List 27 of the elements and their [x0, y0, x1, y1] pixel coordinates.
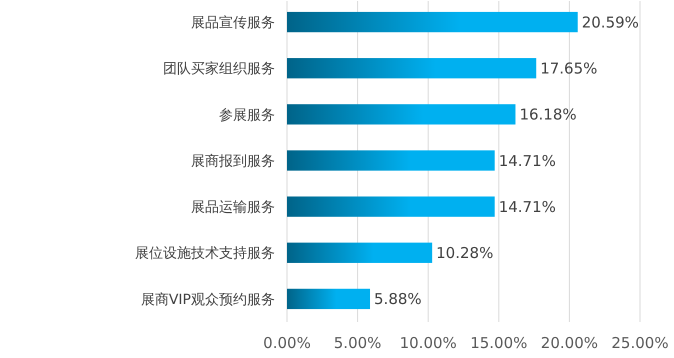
- y-tick-label: 展商报到服务: [191, 153, 275, 170]
- y-tick-label: 展品运输服务: [191, 200, 275, 216]
- y-tick-label: 展品宣传服务: [191, 14, 275, 31]
- x-tick-label: 10.00%: [400, 334, 457, 352]
- data-label: 14.71%: [498, 152, 556, 170]
- data-label: 10.28%: [436, 244, 494, 262]
- data-label: 14.71%: [498, 198, 556, 216]
- data-label: 17.65%: [540, 59, 598, 78]
- data-label: 20.59%: [582, 13, 639, 32]
- x-tick-label: 25.00%: [611, 334, 669, 352]
- y-tick-label: 展商VIP观众预约服务: [140, 292, 275, 308]
- y-tick-label: 展位设施技术支持服务: [135, 246, 275, 262]
- data-label: 5.88%: [374, 290, 422, 308]
- bar: [287, 150, 495, 171]
- bar: [287, 58, 536, 78]
- data-label: 16.18%: [519, 106, 577, 124]
- y-tick-label: 参展服务: [219, 107, 275, 124]
- bar: [287, 196, 495, 217]
- bar: [287, 12, 578, 32]
- x-tick-label: 0.00%: [263, 334, 311, 352]
- bar: [287, 288, 370, 310]
- y-tick-label: 团队买家组织服务: [163, 61, 275, 78]
- x-tick-label: 15.00%: [470, 334, 528, 352]
- x-tick-label: 20.00%: [540, 334, 598, 352]
- bar: [287, 242, 432, 263]
- x-tick-label: 5.00%: [334, 334, 382, 352]
- bar: [287, 104, 516, 125]
